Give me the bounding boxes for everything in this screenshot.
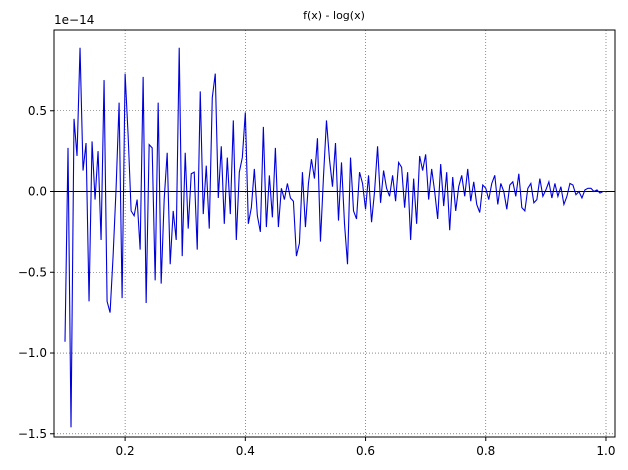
y-tick-label: −1.0 [18, 346, 47, 360]
x-tick-label: 0.6 [356, 444, 375, 458]
y-tick-label: −0.5 [18, 265, 47, 279]
data-line [64, 47, 606, 428]
chart-title: f(x) - log(x) [303, 9, 365, 22]
x-tick-label: 0.2 [116, 444, 135, 458]
y-offset-label: 1e−14 [54, 13, 94, 27]
plot-frame [53, 29, 616, 438]
y-tick-label: −1.5 [18, 427, 47, 441]
x-tick-label: 0.8 [476, 444, 495, 458]
y-tick-label: 0.0 [28, 185, 47, 199]
y-tick-label: 0.5 [28, 104, 47, 118]
x-tick-label: 1.0 [596, 444, 615, 458]
x-tick-label: 0.4 [236, 444, 255, 458]
